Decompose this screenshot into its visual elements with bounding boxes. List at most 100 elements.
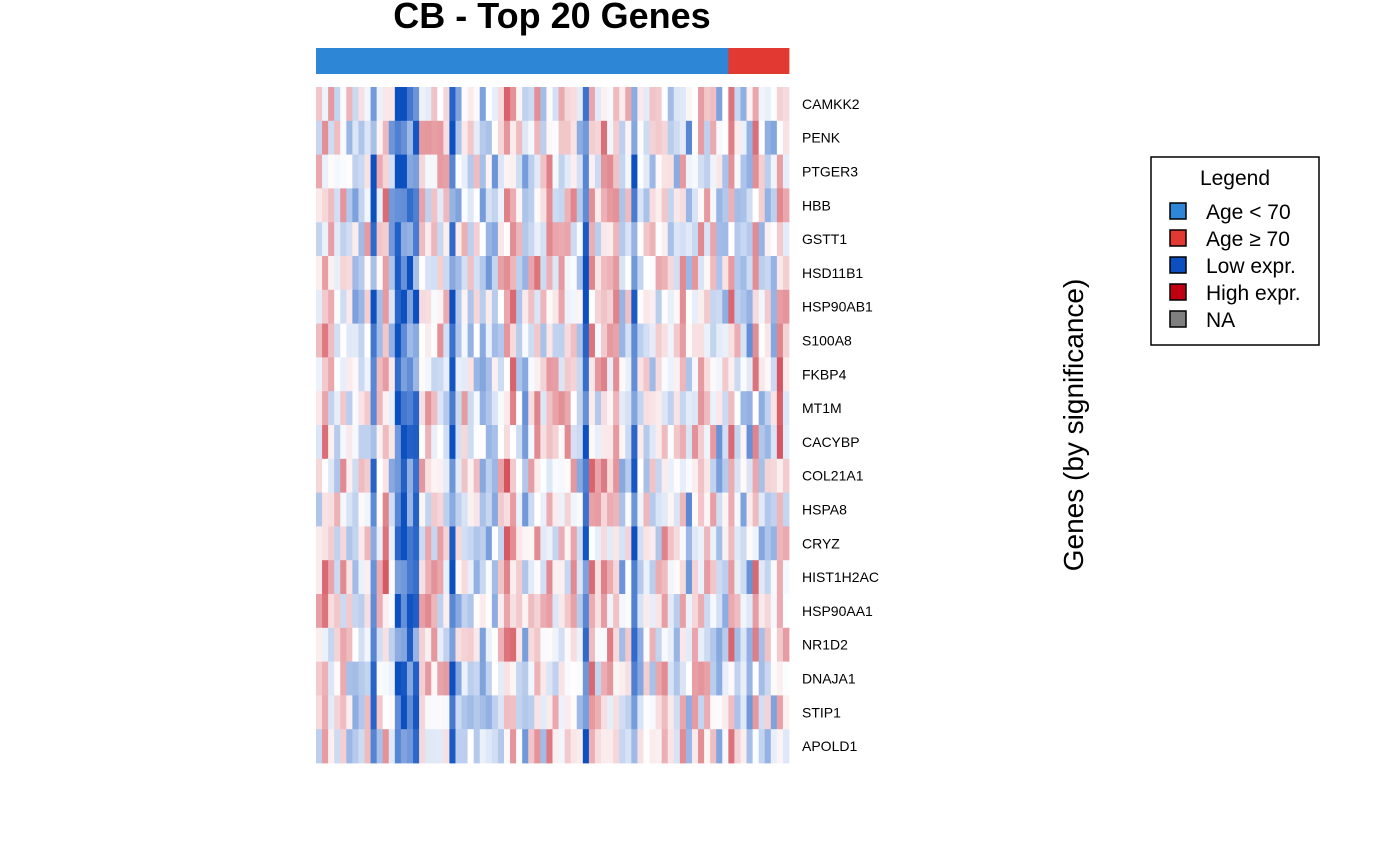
heatmap-cell: [758, 87, 766, 122]
heatmap-cell: [704, 594, 711, 629]
heatmap-cell: [679, 154, 687, 189]
heatmap-cell: [425, 560, 432, 595]
heatmap-cell: [691, 729, 699, 764]
heatmap-cell: [661, 154, 669, 189]
heatmap-cell: [316, 627, 323, 662]
heatmap-cell: [782, 425, 790, 460]
annotation-cell-age-under-70: [625, 48, 632, 74]
heatmap-cell: [394, 729, 402, 764]
heatmap-cell: [752, 492, 760, 527]
heatmap-cell: [728, 87, 735, 122]
heatmap-cell: [679, 87, 687, 122]
heatmap-cell: [667, 154, 675, 189]
heatmap-cell: [376, 729, 384, 764]
heatmap-cell: [691, 323, 699, 358]
heatmap-cell: [388, 560, 396, 595]
heatmap-cell: [431, 661, 438, 696]
heatmap-cell: [328, 458, 335, 493]
annotation-cell-age-70-plus: [776, 48, 784, 74]
heatmap-cell: [388, 729, 396, 764]
y-axis-label: Genes (by significance): [1058, 279, 1089, 572]
heatmap-cell: [473, 661, 481, 696]
heatmap-cell: [376, 526, 384, 561]
heatmap-cell: [316, 289, 323, 324]
heatmap-cell: [376, 120, 384, 155]
heatmap-cell: [497, 661, 505, 696]
legend-swatch: [1169, 256, 1187, 274]
heatmap-cell: [576, 627, 584, 662]
heatmap-cell: [594, 594, 602, 629]
heatmap-cell: [716, 391, 723, 426]
heatmap-cell: [461, 425, 468, 460]
heatmap-cell: [479, 695, 487, 730]
heatmap-cell: [722, 627, 729, 662]
heatmap-cell: [419, 729, 426, 764]
heatmap-cell: [503, 729, 511, 764]
heatmap-cell: [734, 526, 741, 561]
heatmap-cell: [770, 560, 778, 595]
heatmap-cell: [740, 458, 747, 493]
heatmap-cell: [473, 526, 481, 561]
annotation-cell-age-under-70: [461, 48, 468, 74]
heatmap-cell: [710, 222, 717, 257]
heatmap-cell: [376, 222, 384, 257]
heatmap-cell: [437, 627, 444, 662]
heatmap-cell: [728, 120, 735, 155]
heatmap-cell: [388, 458, 396, 493]
heatmap-cell: [406, 560, 414, 595]
heatmap-cell: [704, 425, 711, 460]
heatmap-cell: [443, 627, 450, 662]
heatmap-cell: [467, 627, 475, 662]
heatmap-cell: [382, 594, 390, 629]
annotation-cell-age-under-70: [382, 48, 390, 74]
heatmap-cell: [382, 120, 390, 155]
heatmap-cell: [752, 87, 760, 122]
heatmap-cell: [649, 526, 656, 561]
heatmap-cell: [346, 594, 353, 629]
heatmap-cell: [740, 323, 747, 358]
heatmap-cell: [619, 695, 626, 730]
heatmap-cell: [601, 560, 608, 595]
heatmap-cell: [619, 87, 626, 122]
heatmap-cell: [637, 357, 644, 392]
heatmap-cell: [455, 661, 462, 696]
heatmap-cell: [316, 256, 323, 291]
heatmap-cell: [491, 458, 499, 493]
heatmap-cell: [764, 391, 772, 426]
heatmap-cell: [758, 289, 766, 324]
heatmap-cell: [770, 627, 778, 662]
heatmap-cell: [328, 154, 335, 189]
annotation-cell-age-under-70: [594, 48, 602, 74]
heatmap-cell: [582, 222, 590, 257]
heatmap-cell: [734, 391, 741, 426]
heatmap-cell: [698, 526, 705, 561]
heatmap-cell: [352, 120, 359, 155]
heatmap-cell: [704, 458, 711, 493]
heatmap-cell: [643, 458, 650, 493]
heatmap-cell: [764, 526, 772, 561]
heatmap-cell: [558, 526, 566, 561]
heatmap-cell: [485, 526, 493, 561]
heatmap-cell: [334, 323, 341, 358]
heatmap-cell: [764, 188, 772, 223]
heatmap-cell: [352, 492, 359, 527]
heatmap-cell: [613, 594, 620, 629]
heatmap-cell: [661, 425, 669, 460]
heatmap-cell: [673, 425, 681, 460]
heatmap-cell: [722, 526, 729, 561]
heatmap-cell: [570, 695, 578, 730]
heatmap-cell: [752, 627, 760, 662]
annotation-cell-age-under-70: [655, 48, 663, 74]
heatmap-cell: [673, 458, 681, 493]
annotation-cell-age-under-70: [328, 48, 335, 74]
heatmap-cell: [497, 729, 505, 764]
heatmap-cell: [649, 627, 656, 662]
heatmap-cell: [607, 188, 614, 223]
heatmap-cell: [437, 594, 444, 629]
heatmap-cell: [425, 391, 432, 426]
heatmap-cell: [570, 120, 578, 155]
heatmap-cell: [382, 560, 390, 595]
heatmap-cell: [534, 627, 541, 662]
heatmap-cell: [564, 323, 572, 358]
heatmap-cell: [722, 289, 729, 324]
